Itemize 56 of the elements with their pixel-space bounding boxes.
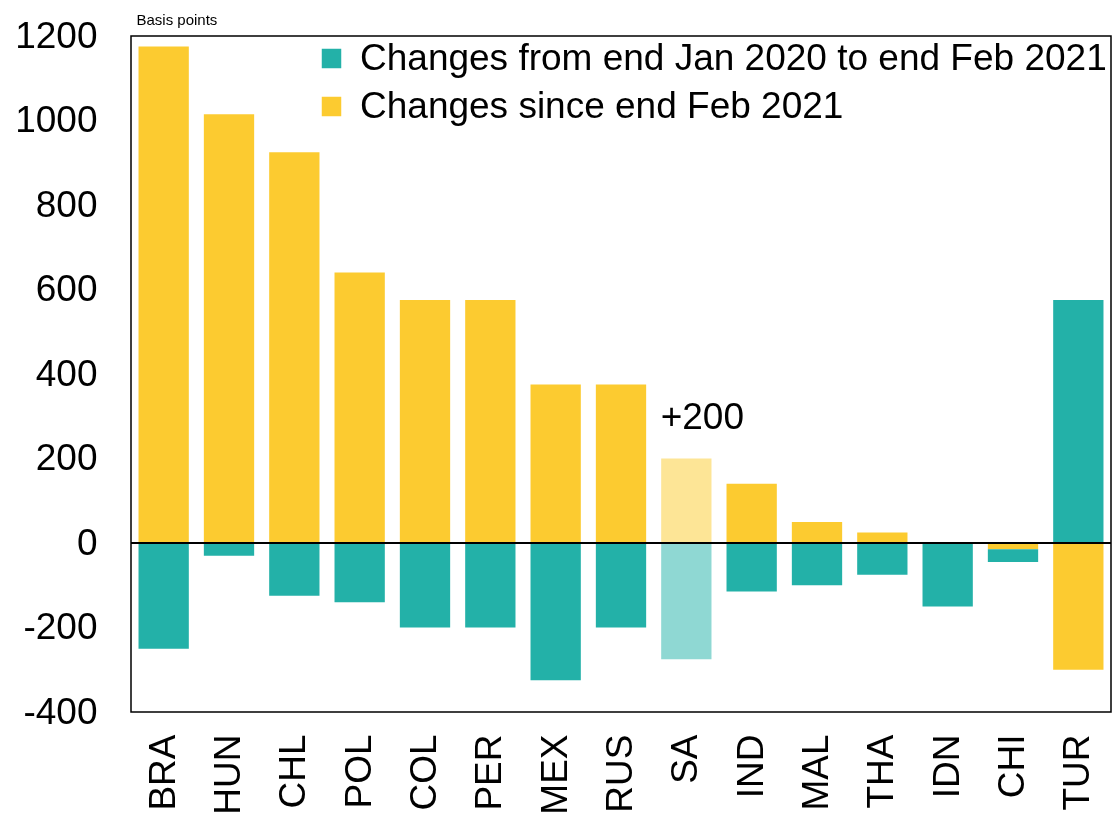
bar <box>203 114 255 543</box>
x-tick-label: BRA <box>141 734 183 811</box>
x-tick-label: COL <box>403 734 444 811</box>
bar <box>269 152 320 543</box>
x-tick-label: CHL <box>272 734 314 809</box>
y-tick-label: 800 <box>35 183 98 225</box>
bar <box>922 543 973 607</box>
x-tick-label: PER <box>468 734 510 811</box>
y-tick-label: -400 <box>23 690 98 732</box>
y-tick-label: 400 <box>35 352 98 394</box>
x-tick-label: TUR <box>1056 734 1098 811</box>
x-tick-label: MAL <box>795 734 836 811</box>
bar <box>138 46 189 543</box>
bar <box>1053 300 1104 543</box>
x-tick-label: RUS <box>599 734 640 813</box>
bar <box>857 532 908 543</box>
bar <box>857 543 908 575</box>
bar <box>661 543 712 660</box>
bar <box>987 549 1039 563</box>
y-tick-label: -200 <box>23 606 98 647</box>
x-tick-label: IDN <box>925 734 967 799</box>
bar <box>465 300 516 543</box>
bar <box>791 543 843 586</box>
bar <box>399 300 451 543</box>
x-tick-label: MEX <box>533 734 575 813</box>
bar <box>595 543 647 628</box>
x-tick-label: IND <box>729 734 771 799</box>
y-axis-title: Basis points <box>136 10 218 28</box>
bar <box>399 543 451 628</box>
y-tick-label: 0 <box>76 521 98 563</box>
bar <box>334 543 385 603</box>
bar <box>726 483 777 543</box>
bar <box>138 543 189 649</box>
bar <box>269 543 320 596</box>
y-tick-label: 1200 <box>15 14 98 56</box>
bar <box>791 521 843 543</box>
bar <box>334 272 385 543</box>
bar <box>203 543 255 556</box>
x-tick-label: CHI <box>991 734 1032 799</box>
bar <box>661 458 712 543</box>
legend-label: Changes since end Feb 2021 <box>360 84 844 126</box>
y-tick-label: 1000 <box>15 99 98 140</box>
annotation: +200 <box>660 395 745 437</box>
bar <box>530 384 581 543</box>
x-tick-label: SA <box>664 734 706 784</box>
x-tick-label: HUN <box>207 734 248 813</box>
bar <box>726 543 777 592</box>
legend-label: Changes from end Jan 2020 to end Feb 2021 <box>360 36 1107 78</box>
bar <box>465 543 516 628</box>
x-tick-label: THA <box>860 734 902 809</box>
y-tick-label: 200 <box>35 437 98 478</box>
bar <box>595 384 647 543</box>
x-tick-label: POL <box>337 734 379 809</box>
bar <box>530 543 581 681</box>
y-tick-label: 600 <box>35 268 98 309</box>
bar <box>1053 543 1104 670</box>
